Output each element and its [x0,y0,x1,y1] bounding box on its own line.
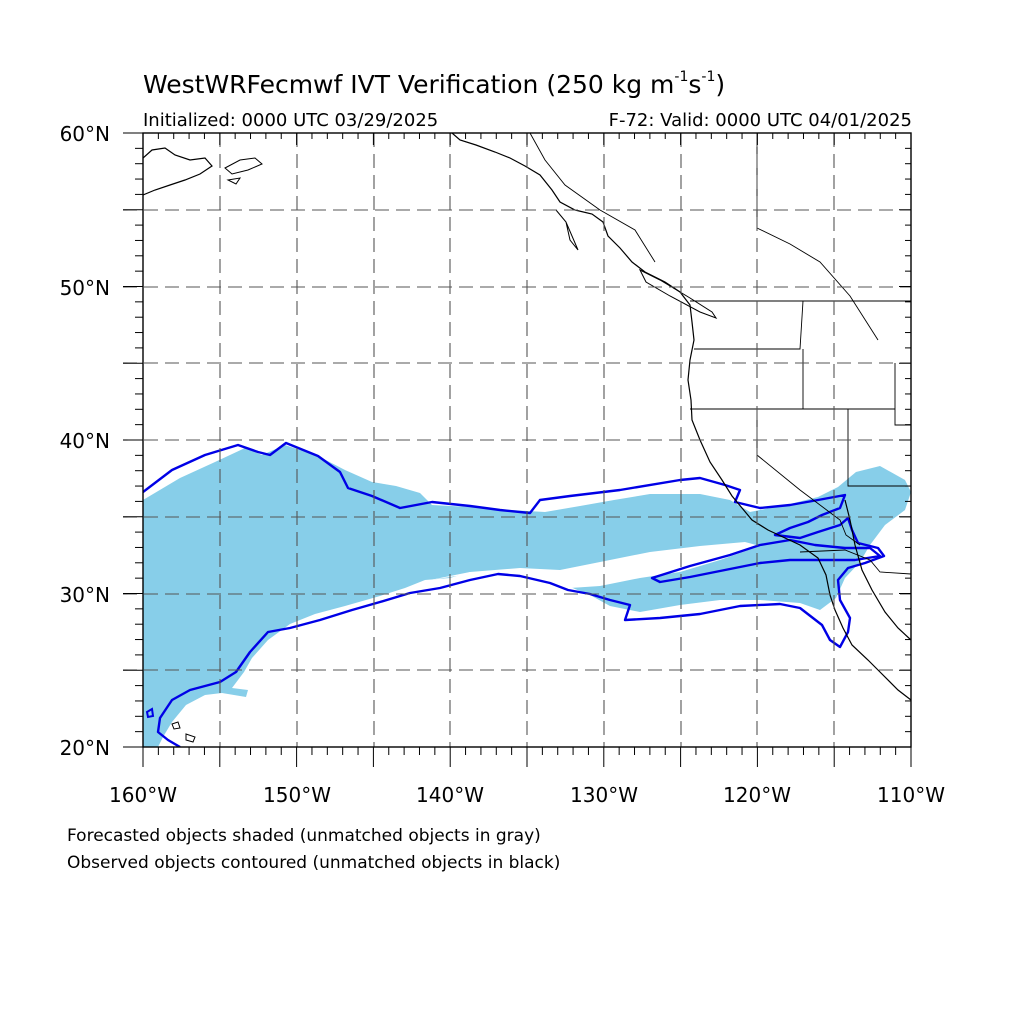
chart-title: WestWRFecmwf IVT Verification (250 kg m-… [143,68,726,99]
observed-ivt-contour [143,441,886,747]
lat-label-40: 40°N [59,429,110,453]
lat-label-50: 50°N [59,276,110,300]
lat-label-20: 20°N [59,736,110,760]
north-america-coastline [451,133,911,701]
legend-note-observed: Observed objects contoured (unmatched ob… [67,853,561,873]
haida-gwaii [555,209,579,251]
alaska-coastline [143,147,213,196]
forecast-ivt-object [143,445,911,747]
lat-label-30: 30°N [59,583,110,607]
lat-label-60: 60°N [59,122,110,146]
lat-lon-grid [123,133,911,747]
vancouver-island [638,268,718,320]
observed-island-contour [145,707,155,719]
observed-inner-contour [650,538,882,584]
lon-label-120w: 120°W [723,783,791,807]
political-boundaries [529,132,912,575]
legend-note-forecast: Forecasted objects shaded (unmatched obj… [67,826,541,846]
valid-time-label: F-72: Valid: 0000 UTC 04/01/2025 [608,110,912,131]
lon-label-150w: 150°W [263,783,331,807]
lon-label-140w: 140°W [416,783,484,807]
lon-label-130w: 130°W [570,783,638,807]
hawaii-island [171,721,196,743]
alaska-islands [224,157,263,185]
axis-ticks [123,132,912,767]
gulf-of-california-coast [844,499,911,641]
initialized-label: Initialized: 0000 UTC 03/29/2025 [143,110,439,131]
lon-label-160w: 160°W [109,783,177,807]
lon-label-110w: 110°W [877,783,945,807]
